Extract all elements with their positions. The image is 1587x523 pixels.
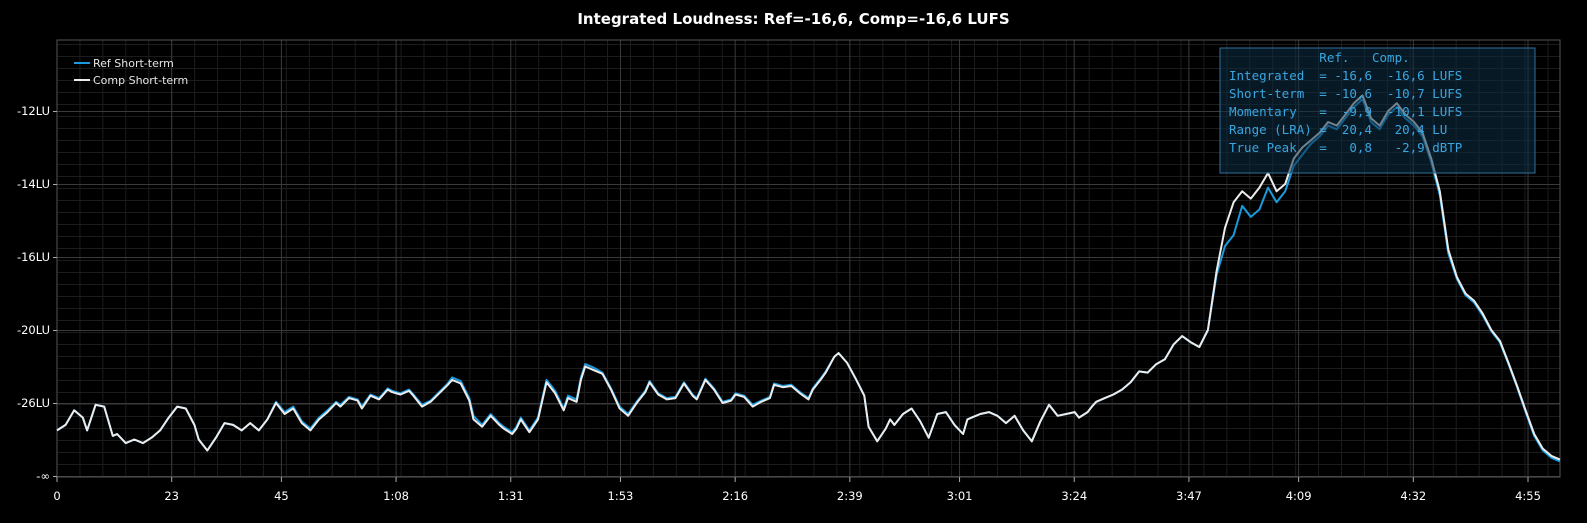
- info-short-term-row: Short-term = -10,6 -10,7 LUFS: [1229, 86, 1462, 101]
- x-tick-label: 4:32: [1400, 489, 1426, 503]
- info-range-row: Range (LRA) = 20,4 20,4 LU: [1229, 122, 1447, 137]
- y-tick-label: -12LU: [17, 104, 50, 118]
- x-tick-label: 23: [164, 489, 179, 503]
- x-axis: 0 23 45 1:08 1:31 1:53 2:16 2:39 3:01 3:24 3:47 4:0…: [53, 477, 1541, 503]
- x-tick-label: 1:53: [608, 489, 634, 503]
- x-tick-label: 3:24: [1061, 489, 1087, 503]
- legend-label-comp: Comp Short-term: [93, 74, 188, 87]
- ref-short-term-line: [56, 98, 1561, 463]
- x-tick-label: 2:16: [722, 489, 748, 503]
- info-header-row: Ref. Comp.: [1229, 50, 1410, 65]
- legend: Ref Short-term Comp Short-term: [74, 57, 188, 87]
- x-tick-label: 3:47: [1176, 489, 1202, 503]
- y-tick-label: -∞: [36, 469, 50, 483]
- y-tick-label: -20LU: [17, 323, 50, 337]
- x-tick-label: 0: [53, 489, 60, 503]
- chart-title: Integrated Loudness: Ref=-16,6, Comp=-16…: [577, 10, 1010, 28]
- x-tick-label: 45: [274, 489, 289, 503]
- y-tick-label: -16LU: [17, 250, 50, 264]
- info-integrated-row: Integrated = -16,6 -16,6 LUFS: [1229, 68, 1462, 83]
- y-tick-label: -26LU: [17, 396, 50, 410]
- y-tick-label: -14LU: [17, 177, 50, 191]
- loudness-info-box: Ref. Comp. Integrated = -16,6 -16,6 LUFS…: [1219, 47, 1536, 174]
- x-tick-label: 2:39: [837, 489, 863, 503]
- x-tick-label: 3:01: [947, 489, 973, 503]
- plot-frame: [56, 39, 1561, 478]
- x-tick-label: 4:09: [1286, 489, 1312, 503]
- y-axis: -12LU -14LU -16LU -20LU -26LU -∞: [17, 104, 57, 483]
- comp-short-term-line: [56, 94, 1561, 461]
- series-layer: [56, 94, 1561, 463]
- info-true-peak-row: True Peak = 0,8 -2,9 dBTP: [1229, 140, 1462, 155]
- x-tick-label: 1:08: [383, 489, 409, 503]
- info-momentary-row: Momentary = -9,9 -10,1 LUFS: [1229, 104, 1462, 119]
- info-box-panel: [1219, 47, 1536, 174]
- legend-label-ref: Ref Short-term: [93, 57, 174, 70]
- x-tick-label: 1:31: [498, 489, 524, 503]
- x-tick-label: 4:55: [1515, 489, 1541, 503]
- major-grid: [56, 40, 1560, 477]
